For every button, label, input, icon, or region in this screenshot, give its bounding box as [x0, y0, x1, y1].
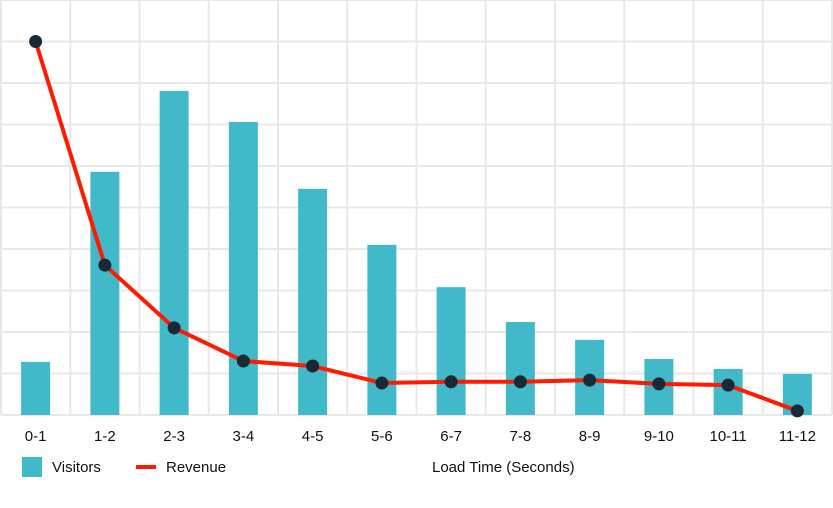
x-tick-label: 4-5 — [301, 428, 324, 445]
x-tick-label: 6-7 — [440, 428, 462, 445]
x-tick-label: 5-6 — [371, 428, 393, 445]
revenue-marker — [167, 321, 181, 335]
legend-label-visitors: Visitors — [52, 458, 101, 476]
visitors-bar — [228, 122, 258, 415]
revenue-marker — [583, 373, 597, 387]
x-tick-label: 10-11 — [709, 428, 747, 445]
visitors-swatch-icon — [22, 457, 42, 477]
revenue-marker — [306, 359, 320, 373]
legend-item-visitors: Visitors — [22, 457, 101, 477]
x-tick-label: 0-1 — [24, 428, 47, 445]
visitors-bar — [505, 322, 535, 415]
x-tick-label: 8-9 — [578, 428, 601, 445]
x-tick-label: 7-8 — [509, 428, 532, 445]
x-tick-label: 11-12 — [778, 428, 817, 445]
revenue-marker — [513, 375, 527, 389]
revenue-marker — [98, 258, 112, 272]
visitors-bar — [159, 90, 189, 415]
visitors-bar — [436, 287, 466, 415]
revenue-marker — [652, 377, 666, 391]
x-tick-label: 2-3 — [163, 428, 185, 445]
revenue-line — [33, 40, 799, 413]
visitors-bar — [21, 361, 51, 415]
x-tick-label: 1-2 — [94, 428, 116, 445]
revenue-polyline — [33, 40, 799, 413]
x-tick-label: 9-10 — [643, 428, 674, 445]
revenue-marker — [444, 375, 458, 389]
revenue-marker — [236, 354, 250, 368]
revenue-markers — [29, 35, 804, 418]
visitors-bar — [298, 188, 328, 415]
visitors-bars — [21, 90, 812, 415]
x-tick-label: 3-4 — [232, 428, 255, 445]
visitors-bar — [713, 368, 743, 415]
x-axis-title: Load Time (Seconds) — [432, 459, 575, 476]
revenue-line-icon — [136, 465, 156, 469]
revenue-marker — [721, 378, 735, 392]
legend-label-revenue: Revenue — [166, 458, 227, 476]
legend-item-revenue: Revenue — [136, 457, 226, 477]
revenue-marker — [375, 376, 389, 390]
grid-lines — [0, 0, 833, 416]
visitors-bar — [90, 171, 120, 415]
revenue-marker — [790, 404, 804, 418]
revenue-marker — [29, 35, 43, 48]
